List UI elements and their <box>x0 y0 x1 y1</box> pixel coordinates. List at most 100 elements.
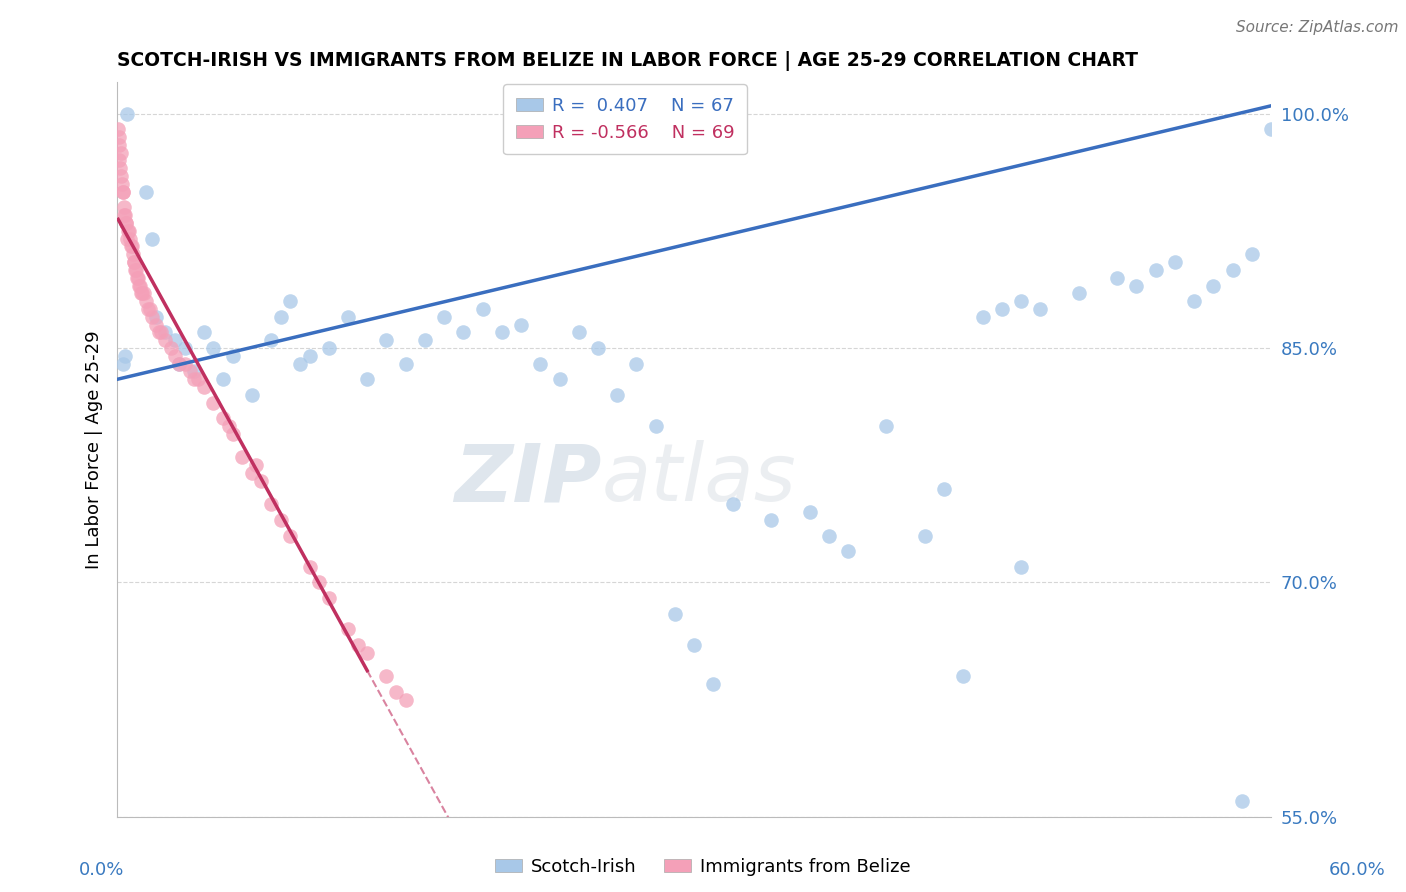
Text: ZIP: ZIP <box>454 440 602 518</box>
Point <box>1144 263 1167 277</box>
Point <box>375 333 398 347</box>
Point <box>1222 263 1244 277</box>
Point <box>1029 301 1052 316</box>
Point <box>107 130 129 145</box>
Point <box>135 185 157 199</box>
Point <box>250 474 273 488</box>
Point <box>231 450 253 465</box>
Point <box>221 349 243 363</box>
Point <box>120 239 142 253</box>
Text: Source: ZipAtlas.com: Source: ZipAtlas.com <box>1236 20 1399 35</box>
Point <box>1164 255 1187 269</box>
Point <box>114 349 136 363</box>
Point <box>270 310 292 324</box>
Point <box>586 341 609 355</box>
Legend: Scotch-Irish, Immigrants from Belize: Scotch-Irish, Immigrants from Belize <box>488 851 918 883</box>
Point <box>1232 794 1254 808</box>
Point <box>548 372 571 386</box>
Point <box>413 333 436 347</box>
Point <box>129 278 152 293</box>
Point <box>298 559 321 574</box>
Point <box>167 357 190 371</box>
Point <box>124 255 146 269</box>
Point <box>108 153 131 168</box>
Point <box>163 333 186 347</box>
Point <box>568 326 591 340</box>
Text: SCOTCH-IRISH VS IMMIGRANTS FROM BELIZE IN LABOR FORCE | AGE 25-29 CORRELATION CH: SCOTCH-IRISH VS IMMIGRANTS FROM BELIZE I… <box>117 51 1139 70</box>
Point <box>991 301 1014 316</box>
Point <box>139 301 162 316</box>
Point <box>163 349 186 363</box>
Text: atlas: atlas <box>602 440 797 518</box>
Point <box>260 497 283 511</box>
Point <box>115 106 138 120</box>
Point <box>218 419 240 434</box>
Point <box>721 497 744 511</box>
Point <box>121 247 143 261</box>
Point <box>433 310 456 324</box>
Point <box>799 505 821 519</box>
Point <box>148 326 170 340</box>
Point <box>356 646 378 660</box>
Point <box>155 326 177 340</box>
Point <box>114 208 136 222</box>
Point <box>160 341 183 355</box>
Point <box>453 326 475 340</box>
Point <box>202 341 225 355</box>
Point <box>644 419 666 434</box>
Point <box>108 137 131 152</box>
Point <box>375 669 398 683</box>
Point <box>131 286 153 301</box>
Point <box>115 216 138 230</box>
Point <box>183 372 205 386</box>
Point <box>1107 270 1129 285</box>
Point <box>395 692 418 706</box>
Point <box>111 357 134 371</box>
Point <box>173 357 195 371</box>
Point <box>110 169 132 183</box>
Point <box>115 216 138 230</box>
Legend: R =  0.407    N = 67, R = -0.566    N = 69: R = 0.407 N = 67, R = -0.566 N = 69 <box>503 84 747 154</box>
Point <box>972 310 994 324</box>
Point <box>471 301 494 316</box>
Point <box>111 177 134 191</box>
Point <box>118 232 141 246</box>
Point <box>129 286 152 301</box>
Point <box>193 380 215 394</box>
Point <box>278 528 301 542</box>
Point <box>298 349 321 363</box>
Point <box>270 513 292 527</box>
Point <box>127 270 149 285</box>
Point <box>107 122 129 136</box>
Point <box>212 372 235 386</box>
Point <box>128 278 150 293</box>
Point <box>108 161 131 176</box>
Point <box>683 638 706 652</box>
Point <box>179 364 201 378</box>
Point <box>193 326 215 340</box>
Point <box>141 310 163 324</box>
Point <box>1010 559 1032 574</box>
Point <box>914 528 936 542</box>
Point <box>702 677 724 691</box>
Point <box>529 357 551 371</box>
Point <box>288 357 311 371</box>
Point <box>125 263 148 277</box>
Point <box>132 286 155 301</box>
Point <box>759 513 782 527</box>
Point <box>318 591 340 606</box>
Point <box>135 294 157 309</box>
Point <box>1240 247 1263 261</box>
Point <box>202 396 225 410</box>
Point <box>155 333 177 347</box>
Point <box>1010 294 1032 309</box>
Text: 60.0%: 60.0% <box>1329 861 1385 879</box>
Point <box>336 310 359 324</box>
Point <box>117 224 139 238</box>
Point <box>1067 286 1090 301</box>
Point <box>817 528 839 542</box>
Y-axis label: In Labor Force | Age 25-29: In Labor Force | Age 25-29 <box>86 330 103 569</box>
Point <box>308 575 330 590</box>
Point <box>837 544 859 558</box>
Point <box>141 232 163 246</box>
